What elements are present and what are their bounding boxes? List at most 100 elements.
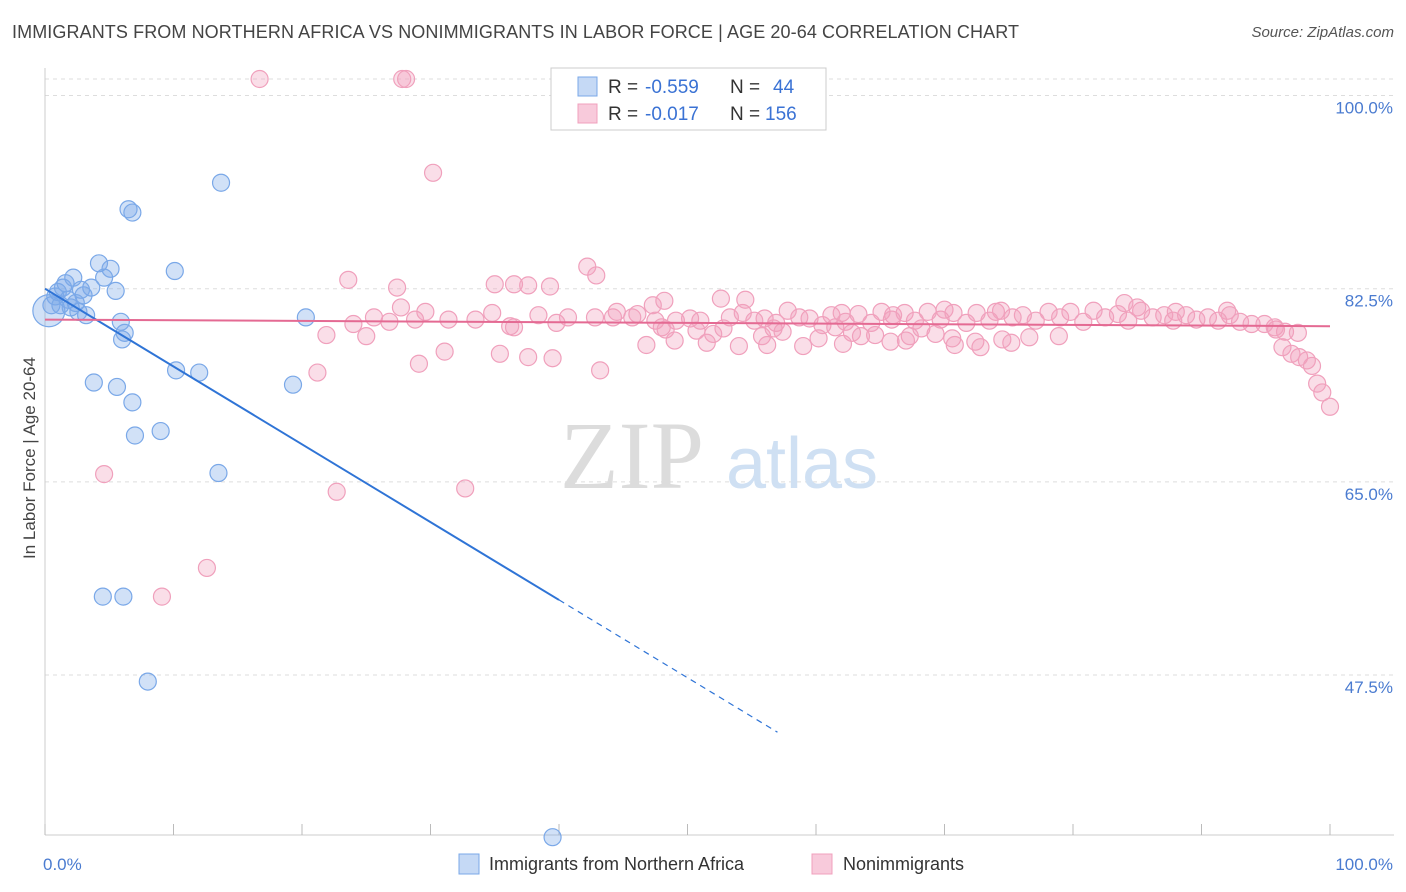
- data-point-nonimmigrants: [393, 69, 412, 89]
- watermark-zip: ZIP: [560, 402, 704, 509]
- data-point-nonimmigrants: [423, 163, 443, 182]
- stats-r-label-blue: R =: [608, 77, 638, 98]
- data-point-nonimmigrants: [1061, 302, 1080, 321]
- data-point-nonimmigrants: [504, 275, 524, 294]
- trend-line-immigrants-extension: [558, 599, 778, 733]
- x-tick-label: 100.0%: [1335, 855, 1393, 874]
- data-point-nonimmigrants: [540, 277, 560, 296]
- data-point-nonimmigrants: [826, 318, 845, 337]
- data-point-nonimmigrants: [652, 318, 671, 337]
- data-point-nonimmigrants: [655, 291, 674, 310]
- data-point-nonimmigrants: [665, 331, 684, 350]
- data-point-nonimmigrants: [1218, 301, 1237, 320]
- watermark-atlas: atlas: [726, 424, 878, 504]
- data-point-nonimmigrants: [1084, 301, 1103, 320]
- series-immigrants: [32, 173, 562, 847]
- data-point-immigrants: [114, 587, 133, 606]
- legend-label-immigrants: Immigrants from Northern Africa: [489, 854, 745, 874]
- stats-r-label-pink: R =: [608, 104, 638, 125]
- data-point-immigrants: [283, 375, 303, 394]
- data-point-nonimmigrants: [387, 278, 407, 297]
- data-point-nonimmigrants: [519, 348, 538, 367]
- data-point-nonimmigrants: [643, 296, 662, 315]
- data-point-nonimmigrants: [637, 335, 656, 355]
- data-point-nonimmigrants: [364, 308, 384, 327]
- data-point-nonimmigrants: [490, 344, 509, 363]
- data-point-nonimmigrants: [1242, 314, 1261, 334]
- data-point-nonimmigrants: [628, 304, 647, 324]
- data-point-immigrants: [106, 281, 125, 301]
- data-point-nonimmigrants: [971, 338, 990, 357]
- data-point-nonimmigrants: [986, 302, 1006, 321]
- data-point-nonimmigrants: [1051, 308, 1070, 327]
- data-point-nonimmigrants: [1297, 351, 1316, 370]
- stats-r-value-blue: -0.559: [645, 77, 699, 98]
- data-point-nonimmigrants: [485, 275, 504, 294]
- data-point-nonimmigrants: [1255, 314, 1274, 334]
- chart-title: IMMIGRANTS FROM NORTHERN AFRICA VS NONIM…: [12, 22, 1020, 42]
- grid-lines: [45, 78, 1394, 676]
- data-point-nonimmigrants: [587, 266, 606, 285]
- data-point-nonimmigrants: [883, 306, 903, 325]
- data-point-nonimmigrants: [1166, 302, 1185, 321]
- data-point-nonimmigrants: [809, 329, 828, 348]
- data-point-nonimmigrants: [519, 276, 538, 295]
- data-point-nonimmigrants: [95, 465, 114, 484]
- stats-n-value-pink: 156: [765, 104, 797, 125]
- data-point-nonimmigrants: [1320, 397, 1340, 416]
- y-tick-label: 65.0%: [1345, 485, 1393, 504]
- stats-n-label-pink: N =: [730, 104, 760, 125]
- y-tick-label: 100.0%: [1335, 99, 1393, 118]
- data-point-nonimmigrants: [409, 354, 429, 373]
- stats-n-label-blue: N =: [730, 77, 760, 98]
- data-point-nonimmigrants: [391, 298, 411, 317]
- stats-r-value-pink: -0.017: [645, 104, 699, 125]
- data-point-nonimmigrants: [794, 336, 813, 356]
- data-point-nonimmigrants: [881, 332, 900, 351]
- data-point-immigrants: [111, 312, 130, 331]
- data-point-nonimmigrants: [504, 318, 524, 337]
- data-point-nonimmigrants: [711, 289, 731, 308]
- trend-line-immigrants: [44, 287, 560, 601]
- ticks: 47.5% 65.0% 82.5% 100.0% 0.0% 100.0%: [43, 99, 1393, 874]
- data-point-immigrants: [89, 254, 109, 273]
- data-point-nonimmigrants: [591, 361, 610, 380]
- data-point-nonimmigrants: [1187, 310, 1206, 329]
- data-point-nonimmigrants: [197, 558, 217, 578]
- data-point-immigrants: [101, 259, 120, 278]
- data-point-nonimmigrants: [483, 303, 502, 323]
- data-point-nonimmigrants: [935, 300, 954, 319]
- y-tick-label: 47.5%: [1345, 678, 1393, 697]
- data-point-nonimmigrants: [896, 331, 916, 350]
- data-point-nonimmigrants: [416, 302, 435, 321]
- trend-line-nonimmigrants: [44, 318, 1331, 328]
- data-point-immigrants: [74, 286, 93, 305]
- data-point-nonimmigrants: [1108, 304, 1128, 324]
- data-point-nonimmigrants: [912, 319, 931, 338]
- data-point-nonimmigrants: [344, 314, 363, 334]
- stats-swatch-blue: [577, 76, 598, 97]
- data-point-nonimmigrants: [543, 349, 562, 368]
- data-point-nonimmigrants: [1302, 356, 1322, 376]
- data-point-nonimmigrants: [339, 270, 358, 289]
- data-point-immigrants: [296, 308, 315, 327]
- stats-n-value-blue: 44: [773, 77, 795, 98]
- data-point-nonimmigrants: [466, 310, 485, 329]
- data-point-nonimmigrants: [1155, 306, 1174, 325]
- data-point-nonimmigrants: [1020, 328, 1039, 347]
- data-point-immigrants: [138, 672, 157, 691]
- data-point-nonimmigrants: [357, 327, 376, 346]
- legend-swatch-nonimmigrants: [811, 853, 833, 875]
- data-point-nonimmigrants: [945, 335, 964, 355]
- data-point-immigrants: [209, 463, 228, 483]
- data-point-nonimmigrants: [1288, 323, 1307, 342]
- data-point-immigrants: [125, 426, 145, 445]
- data-point-nonimmigrants: [396, 69, 416, 89]
- data-point-nonimmigrants: [758, 335, 777, 355]
- data-point-nonimmigrants: [1176, 306, 1196, 325]
- bottom-legend: Immigrants from Northern Africa Nonimmig…: [458, 853, 964, 875]
- trend-lines: [44, 287, 1331, 733]
- data-point-nonimmigrants: [456, 479, 475, 498]
- data-point-nonimmigrants: [1039, 302, 1058, 321]
